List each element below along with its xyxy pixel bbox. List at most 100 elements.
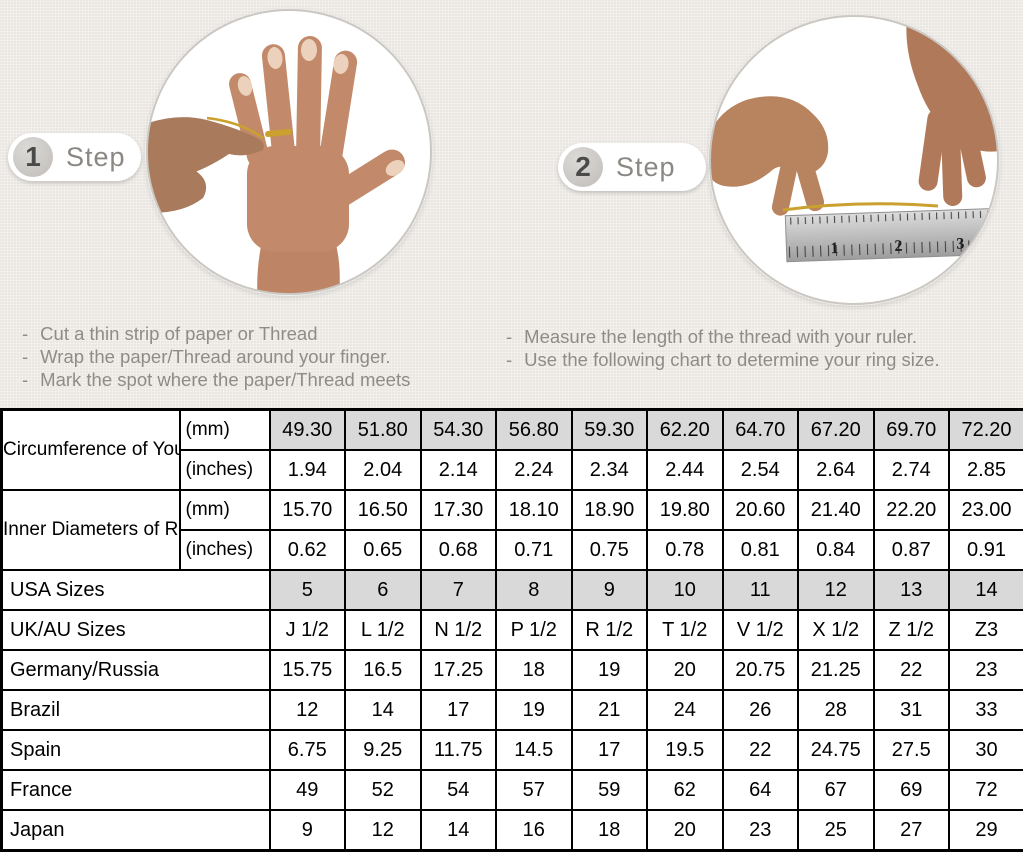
value-cell: 18.10: [496, 490, 572, 530]
value-cell: 9: [572, 570, 648, 610]
value-cell: 8: [496, 570, 572, 610]
instruction-item: - Cut a thin strip of paper or Thread: [22, 322, 410, 345]
value-cell: 16.5: [345, 650, 421, 690]
value-cell: 64.70: [723, 410, 799, 451]
value-cell: 14: [949, 570, 1023, 610]
value-cell: 72.20: [949, 410, 1023, 451]
value-cell: 0.71: [496, 530, 572, 570]
value-cell: 25: [798, 810, 874, 851]
value-cell: 19: [572, 650, 648, 690]
value-cell: 20: [647, 810, 723, 851]
instruction-text: Wrap the paper/Thread around your finger…: [40, 345, 390, 368]
value-cell: J 1/2: [270, 610, 346, 650]
value-cell: L 1/2: [345, 610, 421, 650]
unit-label: (mm): [180, 490, 270, 530]
value-cell: 21: [572, 690, 648, 730]
value-cell: 22.20: [874, 490, 950, 530]
value-cell: 67.20: [798, 410, 874, 451]
table-row: Inner Diameters of Rings(mm)15.7016.5017…: [2, 490, 1023, 530]
value-cell: 0.75: [572, 530, 648, 570]
instruction-item: - Measure the length of the thread with …: [506, 325, 940, 348]
value-cell: 14.5: [496, 730, 572, 770]
dash-bullet: -: [506, 325, 512, 348]
value-cell: 5: [270, 570, 346, 610]
value-cell: 18: [496, 650, 572, 690]
row-label: USA Sizes: [2, 570, 270, 610]
value-cell: 0.78: [647, 530, 723, 570]
value-cell: Z3: [949, 610, 1023, 650]
value-cell: 15.75: [270, 650, 346, 690]
instruction-text: Use the following chart to determine you…: [524, 348, 939, 371]
value-cell: Z 1/2: [874, 610, 950, 650]
value-cell: 19: [496, 690, 572, 730]
value-cell: 18.90: [572, 490, 648, 530]
value-cell: 2.24: [496, 450, 572, 490]
ring-size-guide-page: 1 Step 2 Step: [0, 0, 1023, 826]
value-cell: 0.65: [345, 530, 421, 570]
value-cell: 12: [345, 810, 421, 851]
value-cell: 0.84: [798, 530, 874, 570]
ruler-number-1: 1: [830, 240, 839, 257]
step1-label: Step: [66, 142, 126, 173]
value-cell: 12: [798, 570, 874, 610]
unit-label: (inches): [180, 450, 270, 490]
instruction-text: Cut a thin strip of paper or Thread: [40, 322, 317, 345]
value-cell: 19.80: [647, 490, 723, 530]
value-cell: N 1/2: [421, 610, 497, 650]
row-label: Brazil: [2, 690, 270, 730]
value-cell: 2.14: [421, 450, 497, 490]
row-label: Germany/Russia: [2, 650, 270, 690]
value-cell: 2.54: [723, 450, 799, 490]
value-cell: 18: [572, 810, 648, 851]
value-cell: 14: [421, 810, 497, 851]
ruler-number-3: 3: [956, 236, 965, 253]
value-cell: 0.62: [270, 530, 346, 570]
step2-badge: 2 Step: [558, 143, 706, 191]
value-cell: 17: [572, 730, 648, 770]
value-cell: 56.80: [496, 410, 572, 451]
value-cell: 9.25: [345, 730, 421, 770]
value-cell: 2.85: [949, 450, 1023, 490]
value-cell: 10: [647, 570, 723, 610]
value-cell: 2.64: [798, 450, 874, 490]
value-cell: 15.70: [270, 490, 346, 530]
value-cell: 7: [421, 570, 497, 610]
value-cell: 33: [949, 690, 1023, 730]
value-cell: 6: [345, 570, 421, 610]
instructions-section: 1 Step 2 Step: [0, 0, 1023, 408]
value-cell: 23: [723, 810, 799, 851]
value-cell: 9: [270, 810, 346, 851]
instruction-item: - Use the following chart to determine y…: [506, 348, 940, 371]
value-cell: 21.25: [798, 650, 874, 690]
step2-photo-circle: 1 2 3: [708, 14, 1000, 306]
value-cell: 54.30: [421, 410, 497, 451]
row-label: France: [2, 770, 270, 810]
value-cell: 2.74: [874, 450, 950, 490]
value-cell: 51.80: [345, 410, 421, 451]
step1-number-circle: 1: [13, 137, 53, 177]
step2-label: Step: [616, 152, 676, 183]
value-cell: 17: [421, 690, 497, 730]
value-cell: 62: [647, 770, 723, 810]
instruction-text: Measure the length of the thread with yo…: [524, 325, 917, 348]
value-cell: 0.87: [874, 530, 950, 570]
value-cell: 23.00: [949, 490, 1023, 530]
unit-label: (mm): [180, 410, 270, 451]
value-cell: 20.60: [723, 490, 799, 530]
hand-thread-photo-icon: [145, 8, 433, 296]
step1-instruction-list: - Cut a thin strip of paper or Thread - …: [22, 322, 410, 391]
value-cell: 2.44: [647, 450, 723, 490]
value-cell: 49.30: [270, 410, 346, 451]
value-cell: 1.94: [270, 450, 346, 490]
hands-ruler-photo-icon: 1 2 3: [708, 14, 1000, 306]
value-cell: R 1/2: [572, 610, 648, 650]
instruction-item: - Wrap the paper/Thread around your fing…: [22, 345, 410, 368]
dash-bullet: -: [22, 322, 28, 345]
value-cell: V 1/2: [723, 610, 799, 650]
value-cell: 16.50: [345, 490, 421, 530]
value-cell: 11.75: [421, 730, 497, 770]
step1-badge: 1 Step: [8, 133, 141, 181]
